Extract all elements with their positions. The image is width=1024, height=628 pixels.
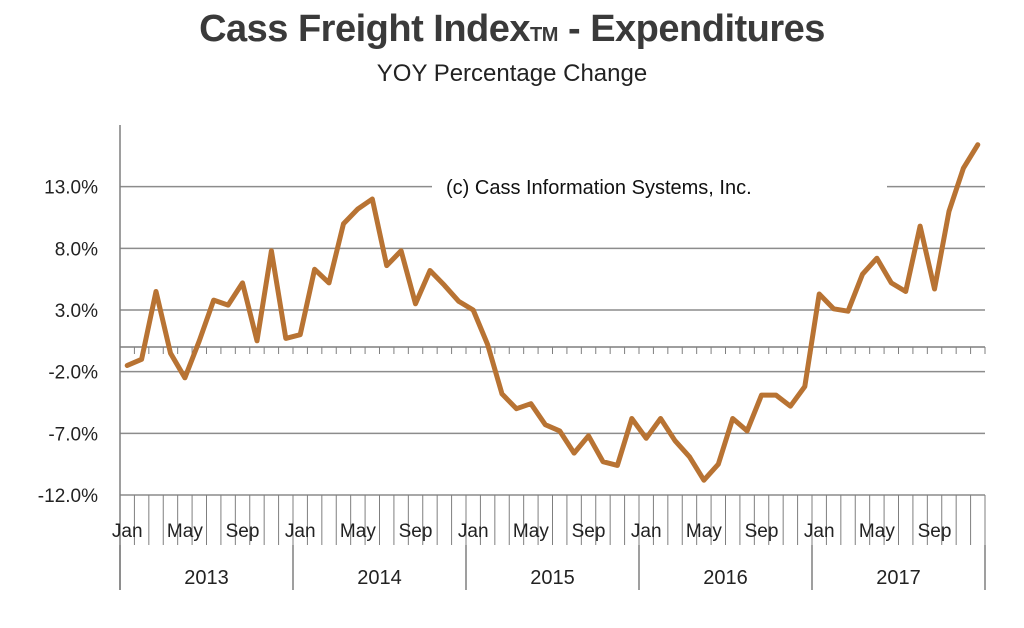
year-label: 2017 — [876, 567, 921, 589]
y-tick-label: -7.0% — [48, 424, 98, 445]
x-tick-label: May — [167, 521, 203, 542]
y-tick-label: 8.0% — [55, 239, 98, 260]
x-tick-label: Sep — [226, 521, 260, 542]
series-layer — [124, 142, 981, 483]
x-tick-label: Jan — [804, 521, 835, 542]
series-line — [124, 142, 981, 483]
year-label: 2015 — [530, 567, 575, 589]
annotation-background — [432, 170, 887, 206]
x-tick-label: Sep — [745, 521, 779, 542]
x-tick-label: Sep — [572, 521, 606, 542]
x-tick-label: May — [513, 521, 549, 542]
y-tick-label: 3.0% — [55, 301, 98, 322]
x-tick-label: May — [686, 521, 722, 542]
x-tick-label: Sep — [399, 521, 433, 542]
axis-labels: 13.0% 8.0% 3.0% -2.0% -7.0% -12.0% 2013 Jan May S… — [38, 178, 952, 589]
chart-title-main: Cass Freight Index — [199, 8, 531, 50]
x-tick-label: Jan — [631, 521, 662, 542]
year-label: 2016 — [703, 567, 748, 589]
x-tick-label: Jan — [458, 521, 489, 542]
y-tick-label: -2.0% — [48, 363, 98, 384]
x-tick-label: Jan — [112, 521, 143, 542]
copyright-annotation: (c) Cass Information Systems, Inc. — [446, 177, 752, 199]
x-tick-label: May — [859, 521, 895, 542]
y-tick-label: -12.0% — [38, 486, 98, 507]
year-label: 2014 — [357, 567, 402, 589]
year-label: 2013 — [184, 567, 229, 589]
chart-subtitle: YOY Percentage Change — [376, 60, 648, 87]
trademark-mark: TM — [530, 24, 558, 46]
x-tick-label: Jan — [285, 521, 316, 542]
x-tick-label: May — [340, 521, 376, 542]
axis-ticks — [119, 125, 986, 590]
chart-title-rest: - Expenditures — [557, 8, 825, 50]
chart-title: Cass Freight IndexTM - Expenditures — [0, 8, 1024, 51]
gridlines — [120, 185, 985, 496]
y-tick-label: 13.0% — [44, 178, 98, 199]
x-tick-label: Sep — [918, 521, 952, 542]
